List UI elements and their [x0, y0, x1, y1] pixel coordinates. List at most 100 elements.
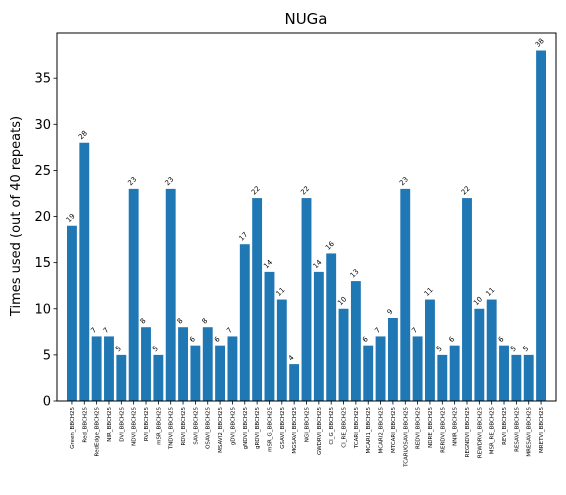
x-tick-label: REVI_BBCH25: [502, 407, 508, 445]
bar: [67, 225, 77, 401]
data-label: 7: [410, 326, 419, 335]
data-label: 23: [163, 175, 175, 187]
bar: [202, 327, 213, 401]
x-tick-label: NNIR_BBCH25: [453, 407, 459, 446]
x-tick-label: DVI_BBCH25: [119, 407, 125, 442]
data-label: 11: [484, 286, 496, 298]
bar: [462, 198, 472, 401]
x-tick-label: NIR_BBCH25: [107, 407, 113, 442]
bar: [276, 299, 287, 401]
data-label: 23: [126, 175, 138, 187]
x-tick-label: RERDVI_BBCH25: [440, 407, 446, 453]
data-label: 8: [200, 317, 209, 326]
bar: [239, 244, 250, 401]
data-label: 8: [176, 317, 185, 326]
bar: [79, 142, 90, 401]
x-tick-label: Red_BBCH25: [82, 407, 88, 443]
bar: [499, 345, 509, 401]
bar: [264, 271, 275, 401]
y-axis-label: Times used (out of 40 repeats): [9, 116, 24, 317]
bar: [215, 345, 226, 401]
data-label: 28: [77, 129, 89, 141]
x-tick-label: RVI_BBCH25: [144, 407, 150, 442]
x-tick-label: MTCARI_BBCH25: [391, 407, 397, 454]
bar: [91, 336, 102, 401]
bar: [313, 271, 324, 401]
x-tick-label: NDRE_BBCH25: [428, 407, 434, 448]
bar: [523, 354, 534, 401]
bar: [128, 188, 139, 401]
bar: [449, 345, 460, 401]
data-label: 7: [102, 326, 111, 335]
bar: [141, 327, 151, 401]
bar: [511, 354, 522, 401]
data-label: 7: [89, 326, 98, 335]
x-tick-label: mSR_BBCH25: [156, 407, 162, 445]
x-tick-label: MGSAVI_BBCH25: [292, 407, 298, 454]
data-label: 16: [324, 240, 336, 252]
data-label: 7: [225, 326, 234, 335]
data-label: 5: [509, 344, 518, 353]
x-tick-label: MRESAVI_BBCH25: [527, 407, 533, 457]
data-label: 8: [139, 317, 148, 326]
x-tick-label: gNDVI_BBCH25: [243, 407, 249, 450]
data-label: 11: [423, 286, 435, 298]
bar: [400, 188, 411, 401]
bar: [104, 336, 114, 401]
x-tick-label: NGI_BBCH25: [305, 407, 311, 443]
bar: [301, 198, 312, 401]
bar: [178, 327, 188, 401]
bar: [350, 281, 361, 401]
data-label: 7: [373, 326, 382, 335]
data-label: 9: [386, 308, 395, 317]
x-tick-label: MSAVI2_BBCH25: [218, 407, 224, 453]
bar: [425, 299, 435, 401]
x-tick-label: GSAVI_BBCH25: [280, 407, 286, 449]
x-tick-label: REWDRVI_BBCH25: [477, 407, 483, 459]
x-tick-label: SAVI_BBCH25: [193, 407, 199, 445]
plot-frame: [56, 32, 557, 402]
data-label: 6: [361, 335, 370, 344]
data-label: 22: [460, 185, 472, 197]
data-label: 5: [435, 344, 444, 353]
data-label: 5: [521, 344, 530, 353]
bar: [412, 336, 423, 401]
data-label: 19: [65, 212, 77, 224]
data-label: 6: [447, 335, 456, 344]
x-tick-label: Green_BBCH25: [70, 407, 76, 449]
y-tick-label: 10: [34, 302, 51, 317]
x-tick-label: TCARI_BBCH25: [354, 407, 360, 450]
y-tick-label: 30: [34, 118, 51, 133]
data-label: 4: [287, 353, 296, 362]
y-tick-label: 35: [34, 72, 51, 87]
data-label: 38: [534, 37, 546, 49]
x-tick-label: TCARI/OSAVI_BBCH25: [403, 407, 409, 468]
bar: [486, 299, 497, 401]
bar: [363, 345, 374, 401]
bar: [252, 198, 263, 401]
data-label: 14: [312, 258, 324, 270]
x-tick-label: RedEdge_BBCH25: [95, 407, 101, 457]
bar: [437, 354, 448, 401]
data-label: 17: [238, 231, 250, 243]
bar: [190, 345, 201, 401]
bar: [116, 354, 127, 401]
x-tick-label: CI_RE_BBCH25: [342, 407, 348, 448]
data-label: 11: [275, 286, 287, 298]
data-label: 6: [213, 335, 222, 344]
bar: [536, 50, 546, 402]
y-tick-label: 15: [34, 256, 51, 271]
data-label: 5: [151, 344, 160, 353]
bars-layer: [67, 50, 546, 402]
x-tick-label: TNDVI_BBCH25: [169, 407, 175, 451]
x-tick-label: OSAVI_BBCH25: [206, 407, 212, 449]
bar: [387, 317, 398, 401]
y-axis: 0 5 10 15 20 25 30 35: [34, 72, 57, 410]
data-label: 23: [398, 175, 410, 187]
x-axis: Green_BBCH25 Red_BBCH25 RedEdge_BBCH25 NIR_…: [70, 401, 545, 468]
bar: [474, 308, 485, 401]
x-tick-label: CI_G_BBCH25: [329, 407, 335, 445]
x-tick-label: GWDRVI_BBCH25: [317, 407, 323, 456]
x-tick-label: REDVI_BBCH25: [416, 407, 422, 449]
